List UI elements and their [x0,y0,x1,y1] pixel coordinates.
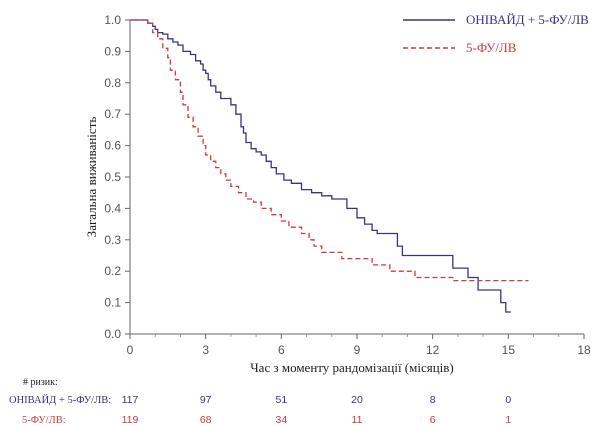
risk-value: 97 [200,394,212,406]
y-tick-label: 0.0 [104,327,121,341]
y-tick-label: 0.5 [104,170,121,184]
y-tick-label: 0.2 [104,264,121,278]
survival-line-5fu [130,19,529,282]
x-axis-label: Час з моменту рандомізації (місяців) [250,360,454,375]
y-tick-label: 0.9 [104,44,121,58]
risk-value: 20 [351,394,363,406]
x-tick-label: 0 [127,343,134,357]
risk-value: 6 [430,414,436,425]
legend-label-5fu: 5-ФУ/ЛВ [466,40,517,55]
risk-value: 117 [122,394,139,406]
x-tick-label: 3 [202,343,209,357]
y-axis-label: Загальна виживаність [84,117,99,238]
risk-value: 68 [200,414,212,425]
legend: ОНІВАЙД + 5-ФУ/ЛВ 5-ФУ/ЛВ [403,12,589,55]
risk-row-label-onivaid: ОНІВАЙД + 5-ФУ/ЛВ: [9,394,111,406]
x-tick-label: 12 [426,343,440,357]
y-tick-label: 0.1 [104,296,121,310]
risk-value: 11 [352,414,363,425]
survival-line-onivaid [130,19,511,313]
risk-value: 1 [505,414,511,425]
legend-label-onivaid: ОНІВАЙД + 5-ФУ/ЛВ [466,12,589,27]
plot-axes [129,20,584,335]
y-tick-label: 1.0 [104,13,121,27]
risk-table-values: 117 97 51 20 8 0 119 68 34 11 6 1 [122,394,512,425]
y-tick-label: 0.8 [104,76,121,90]
x-tick-label: 18 [577,343,591,357]
risk-value: 119 [122,414,139,425]
y-tick-label: 0.7 [104,107,121,121]
risk-value: 0 [505,394,511,406]
y-tick-label: 0.3 [104,233,121,247]
axis-ticks: 0.0 0.1 0.2 0.3 0.4 0.5 0.6 0.7 0.8 0.9 1.0 0 3 6 9 12 1… [104,13,591,357]
risk-value: 34 [275,414,287,425]
risk-row-label-5fu: 5-ФУ/ЛВ: [22,415,66,425]
x-tick-label: 6 [278,343,285,357]
x-tick-label: 9 [354,343,361,357]
series-lines [130,19,529,313]
y-tick-label: 0.4 [104,201,121,215]
y-tick-label: 0.6 [104,139,121,153]
risk-table-title: # ризик: [23,377,58,388]
risk-value: 51 [275,394,287,406]
risk-value: 8 [430,394,436,406]
x-tick-label: 15 [502,343,516,357]
